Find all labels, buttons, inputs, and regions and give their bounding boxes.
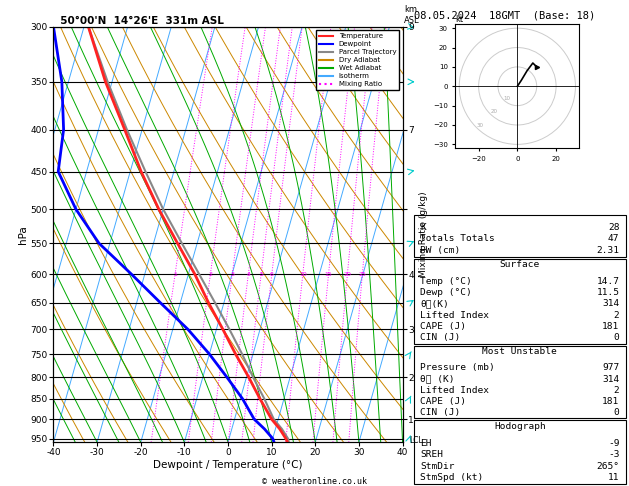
Text: CAPE (J): CAPE (J) xyxy=(420,322,466,331)
Text: © weatheronline.co.uk: © weatheronline.co.uk xyxy=(262,476,367,486)
Text: EH: EH xyxy=(420,439,431,448)
Text: θᴄ (K): θᴄ (K) xyxy=(420,375,455,383)
Text: -9: -9 xyxy=(608,439,620,448)
Text: StmSpd (kt): StmSpd (kt) xyxy=(420,473,484,482)
Text: 1: 1 xyxy=(173,272,177,277)
Text: 20: 20 xyxy=(343,272,352,277)
Text: 14.7: 14.7 xyxy=(596,277,620,286)
Text: 15: 15 xyxy=(325,272,332,277)
Text: CAPE (J): CAPE (J) xyxy=(420,397,466,406)
X-axis label: Dewpoint / Temperature (°C): Dewpoint / Temperature (°C) xyxy=(153,460,303,469)
Text: Lifted Index: Lifted Index xyxy=(420,386,489,395)
Text: 2: 2 xyxy=(614,311,620,320)
Text: 2: 2 xyxy=(614,386,620,395)
Text: K: K xyxy=(420,223,426,232)
Text: Hodograph: Hodograph xyxy=(494,422,546,431)
Text: -3: -3 xyxy=(608,451,620,459)
Text: StmDir: StmDir xyxy=(420,462,455,471)
Text: CIN (J): CIN (J) xyxy=(420,333,460,343)
Text: θᴄ(K): θᴄ(K) xyxy=(420,299,449,309)
Text: Lifted Index: Lifted Index xyxy=(420,311,489,320)
Text: 10: 10 xyxy=(299,272,307,277)
Text: 47: 47 xyxy=(608,234,620,243)
Text: 08.05.2024  18GMT  (Base: 18): 08.05.2024 18GMT (Base: 18) xyxy=(414,11,595,21)
Text: Totals Totals: Totals Totals xyxy=(420,234,495,243)
Text: 5: 5 xyxy=(259,272,263,277)
Text: km
ASL: km ASL xyxy=(404,5,420,25)
Text: 977: 977 xyxy=(602,364,620,372)
Text: 6: 6 xyxy=(270,272,274,277)
Text: PW (cm): PW (cm) xyxy=(420,246,460,255)
Text: 10: 10 xyxy=(504,96,511,101)
Text: 2: 2 xyxy=(208,272,213,277)
Text: 25: 25 xyxy=(359,272,366,277)
Y-axis label: Mixing Ratio (g/kg): Mixing Ratio (g/kg) xyxy=(420,191,428,278)
Text: Dewp (°C): Dewp (°C) xyxy=(420,288,472,297)
Text: SREH: SREH xyxy=(420,451,443,459)
Text: 11.5: 11.5 xyxy=(596,288,620,297)
Text: 0: 0 xyxy=(614,333,620,343)
Text: 30: 30 xyxy=(477,123,484,128)
Text: 4: 4 xyxy=(247,272,250,277)
Y-axis label: hPa: hPa xyxy=(18,225,28,244)
Text: 265°: 265° xyxy=(596,462,620,471)
Text: Most Unstable: Most Unstable xyxy=(482,347,557,356)
Text: 20: 20 xyxy=(490,109,498,114)
Text: 181: 181 xyxy=(602,397,620,406)
Text: Temp (°C): Temp (°C) xyxy=(420,277,472,286)
Text: Pressure (mb): Pressure (mb) xyxy=(420,364,495,372)
Text: 50°00'N  14°26'E  331m ASL: 50°00'N 14°26'E 331m ASL xyxy=(53,16,225,26)
Text: 181: 181 xyxy=(602,322,620,331)
Text: 314: 314 xyxy=(602,299,620,309)
Text: 3: 3 xyxy=(230,272,234,277)
Text: 11: 11 xyxy=(608,473,620,482)
Text: 314: 314 xyxy=(602,375,620,383)
Text: CIN (J): CIN (J) xyxy=(420,408,460,417)
Text: 28: 28 xyxy=(608,223,620,232)
Text: 0: 0 xyxy=(614,408,620,417)
Text: 2.31: 2.31 xyxy=(596,246,620,255)
Text: LCL: LCL xyxy=(409,436,423,445)
Text: kt: kt xyxy=(455,15,464,24)
Text: Surface: Surface xyxy=(500,260,540,269)
Legend: Temperature, Dewpoint, Parcel Trajectory, Dry Adiabat, Wet Adiabat, Isotherm, Mi: Temperature, Dewpoint, Parcel Trajectory… xyxy=(316,30,399,90)
